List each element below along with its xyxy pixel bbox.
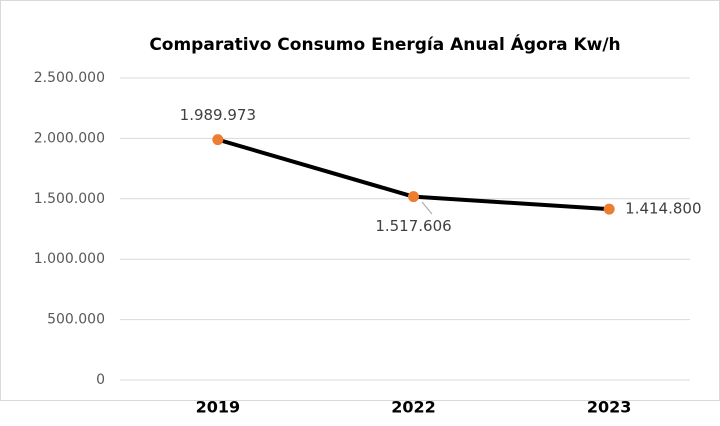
chart-border: [0, 0, 720, 401]
marker: [603, 203, 615, 215]
data-label: 1.989.973: [180, 106, 256, 124]
y-tick-label: 0: [96, 372, 105, 388]
x-tick-label: 2022: [391, 398, 436, 417]
marker: [408, 191, 419, 203]
y-tick-label: 500.000: [47, 312, 105, 328]
data-label: 1.414.800: [625, 200, 701, 218]
y-tick-label: 2.000.000: [34, 130, 105, 146]
marker: [212, 134, 224, 146]
chart-title: Comparativo Consumo Energía Anual Ágora …: [149, 33, 620, 55]
y-tick-label: 1.000.000: [34, 251, 105, 267]
y-tick-label: 1.500.000: [34, 191, 105, 207]
y-tick-label: 2.500.000: [34, 70, 105, 86]
leader-line: [421, 201, 433, 215]
x-tick-label: 2023: [587, 398, 632, 417]
x-tick-label: 2019: [196, 398, 241, 417]
data-label: 1.517.606: [375, 217, 451, 235]
